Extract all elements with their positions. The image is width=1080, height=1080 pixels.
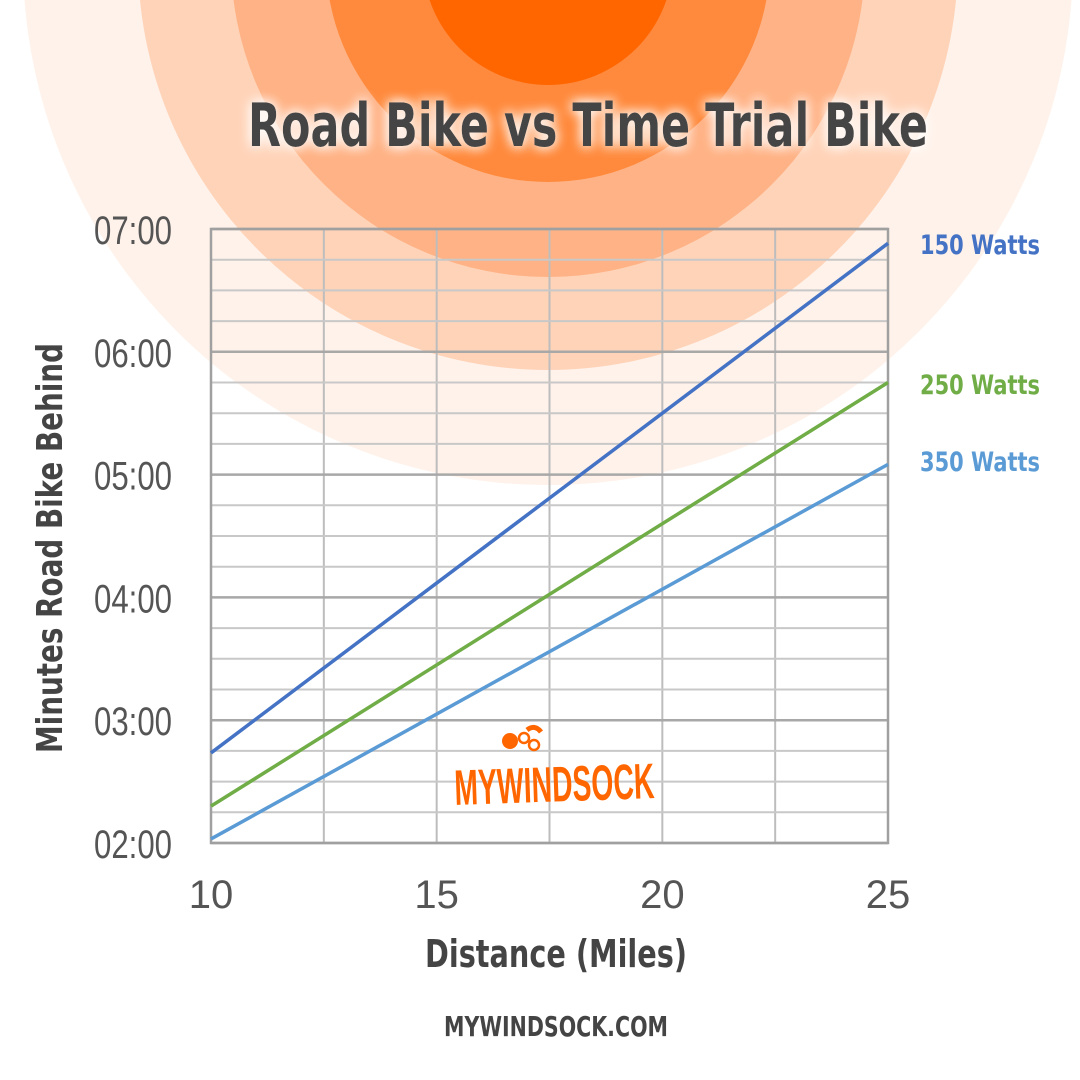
plot-border [209,227,890,845]
y-axis-label: Minutes Road Bike Behind [30,343,71,753]
chart-title: Road Bike vs Time Trial Bike [248,91,928,161]
x-tick-label: 20 [640,873,685,917]
y-tick-label: 05:00 [94,455,172,499]
x-tick-label: 25 [866,873,911,917]
legend: 150 Watts 250 Watts 350 Watts [920,230,1040,478]
y-tick-label: 03:00 [94,700,172,744]
series-line-350-watts [210,462,889,841]
y-tick-label: 07:00 [94,209,172,253]
legend-label: 150 Watts [920,230,1040,261]
series-lines [209,241,890,841]
y-tick-label: 06:00 [94,332,172,376]
logo: MYWINDSOCK [453,724,655,816]
legend-label: 350 Watts [920,447,1040,478]
background-circles [24,0,1072,485]
series-line-150-watts [209,241,890,755]
legend-label: 250 Watts [920,370,1040,401]
ticks: 10 15 20 25 02:00 03:00 04:00 05:00 06:00 07:00 [94,209,910,917]
y-tick-label: 02:00 [94,823,172,867]
footer-url: MYWINDSOCK.COM [444,1010,668,1043]
x-tick-label: 10 [189,873,234,917]
y-tick-label: 04:00 [94,577,172,621]
logo-text: MYWINDSOCK [453,753,655,816]
x-tick-label: 15 [414,873,459,917]
series-line-250-watts [210,381,889,808]
x-axis-label: Distance (Miles) [425,932,687,976]
grid [209,227,890,845]
